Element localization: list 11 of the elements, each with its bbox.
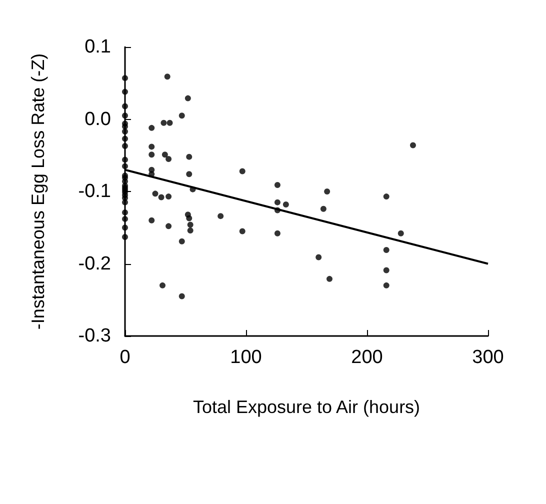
y-tick-label: -0.2 [78, 253, 111, 274]
y-axis-title: -Instantaneous Egg Loss Rate (-Z) [28, 53, 48, 330]
x-axis-title: Total Exposure to Air (hours) [192, 397, 420, 417]
x-tick-label: 200 [351, 347, 383, 368]
x-tick-label: 100 [230, 347, 262, 368]
x-tick-label: 300 [472, 347, 504, 368]
y-tick-label: -0.3 [78, 326, 111, 346]
y-tick-label: 0.0 [84, 108, 111, 130]
y-tick-label: -0.1 [78, 181, 111, 202]
x-tick-label: 0 [120, 347, 130, 368]
y-tick-label: 0.1 [84, 36, 111, 58]
